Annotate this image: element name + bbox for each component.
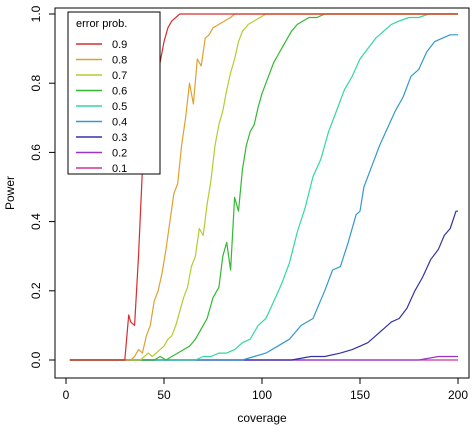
y-tick-label: 0.6	[29, 144, 43, 161]
legend-title: error prob.	[76, 18, 127, 30]
y-axis-title: Power	[3, 176, 17, 210]
series-line-0-2	[69, 355, 458, 361]
legend-label: 0.4	[112, 117, 127, 129]
series-layer	[69, 13, 458, 361]
x-tick-label: 50	[157, 388, 171, 402]
legend-label: 0.6	[112, 86, 127, 98]
series-line-0-8	[69, 13, 458, 361]
y-axis: 0.0 0.2 0.4 0.6 0.8 1.0	[29, 5, 55, 368]
series-line-0-7	[69, 13, 458, 361]
y-tick-label: 1.0	[29, 5, 43, 22]
y-tick-label: 0.4	[29, 213, 43, 230]
legend: error prob. 0.9 0.8 0.7 0.6 0.5 0.4 0.3 0.2 0.1	[67, 11, 161, 175]
series-line-0-6	[69, 13, 458, 361]
x-tick-label: 200	[448, 388, 468, 402]
x-tick-label: 0	[63, 388, 70, 402]
legend-label: 0.5	[112, 101, 127, 113]
legend-label: 0.7	[112, 70, 127, 82]
legend-box	[67, 11, 161, 175]
x-tick-label: 150	[350, 388, 370, 402]
legend-label: 0.2	[112, 148, 127, 160]
y-tick-label: 0.2	[29, 282, 43, 299]
legend-label: 0.1	[112, 163, 127, 175]
legend-items: 0.9 0.8 0.7 0.6 0.5 0.4 0.3 0.2 0.1	[76, 39, 127, 175]
legend-label: 0.3	[112, 132, 127, 144]
x-tick-label: 100	[252, 388, 272, 402]
x-axis: 0 50 100 150 200	[63, 378, 468, 402]
series-line-0-4	[69, 34, 458, 361]
legend-label: 0.9	[112, 39, 127, 51]
series-line-0-3	[69, 210, 458, 361]
x-axis-title: coverage	[237, 411, 287, 425]
series-line-0-5	[69, 13, 458, 361]
y-tick-label: 0.8	[29, 75, 43, 92]
legend-label: 0.8	[112, 55, 127, 67]
y-tick-label: 0.0	[29, 351, 43, 368]
